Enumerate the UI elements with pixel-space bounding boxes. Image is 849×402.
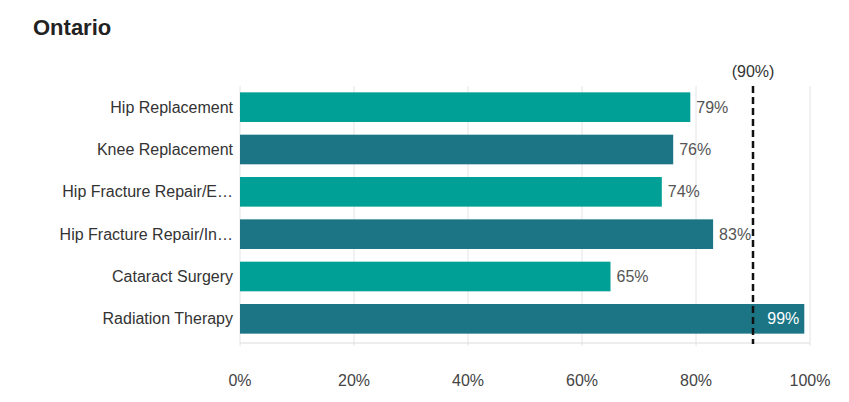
bar [240,262,611,292]
tick-label: 0% [228,372,251,389]
category-label: Radiation Therapy [103,310,233,327]
bar [240,304,804,334]
data-label: 76% [679,141,711,158]
tick-label: 40% [452,372,484,389]
reference-line [752,86,755,344]
data-label: 74% [668,183,700,200]
category-label: Hip Replacement [110,99,233,116]
data-label: 79% [696,99,728,116]
tick-label: 20% [338,372,370,389]
category-label: Hip Fracture Repair/E… [62,183,233,200]
data-label: 99% [767,310,799,327]
bar [240,92,690,122]
bar [240,135,673,165]
chart-title: Ontario [33,15,111,40]
category-label: Cataract Surgery [112,268,233,285]
grid-line [810,86,811,346]
tick-label: 100% [790,372,831,389]
category-label: Knee Replacement [97,141,234,158]
data-label: 83% [719,226,751,243]
data-label: 65% [617,268,649,285]
labels: Hip Replacement 79% Knee Replacement 76% Hip… [60,99,800,328]
bar [240,177,662,207]
chart: Ontario 0% 20% 40% 60% 80% 100% Hip Replacement… [0,0,849,402]
axis-line [240,343,810,344]
bar [240,219,713,249]
bars [240,92,804,333]
tick-label: 60% [566,372,598,389]
reference-label: (90%) [732,63,775,80]
tick-label: 80% [680,372,712,389]
category-label: Hip Fracture Repair/In… [60,226,233,243]
